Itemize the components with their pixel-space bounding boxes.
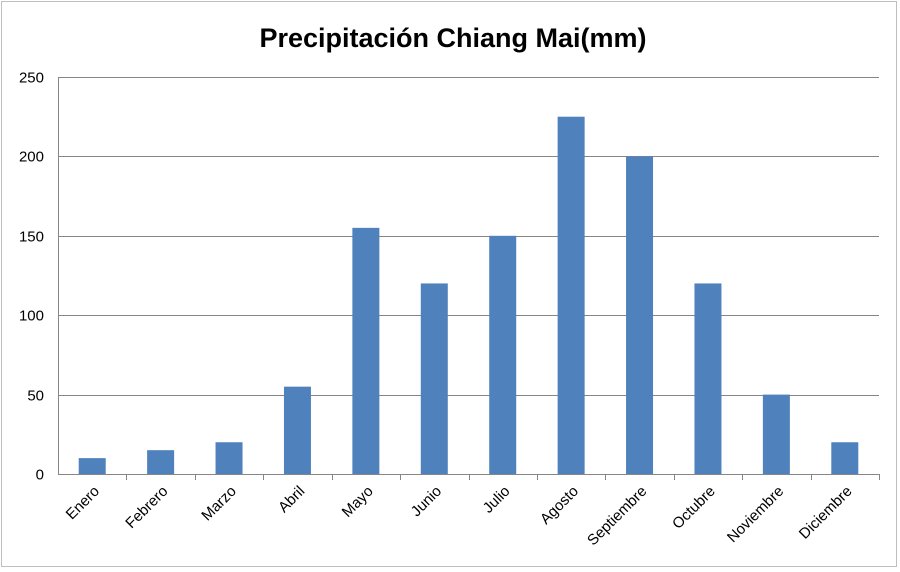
x-tick-label: Noviembre: [724, 483, 787, 546]
bar-julio: [489, 235, 517, 474]
bar-abril: [283, 386, 311, 474]
x-tick-label: Junio: [408, 483, 445, 520]
bar-septiembre: [626, 156, 654, 474]
y-tick-label: 100: [19, 308, 44, 325]
x-tick-label: Abril: [275, 483, 308, 516]
bar-noviembre: [762, 394, 790, 474]
x-tick-label: Febrero: [122, 483, 171, 532]
x-axis: Enero Febrero Marzo Abril Mayo Junio Julio Agos…: [58, 474, 880, 549]
x-tick-label: Septiembre: [584, 483, 650, 549]
bars: [78, 116, 859, 474]
y-tick-label: 200: [19, 149, 44, 166]
gridlines: [58, 77, 879, 475]
x-tick-label: Marzo: [198, 483, 239, 524]
x-tick-label: Enero: [63, 483, 103, 523]
bar-diciembre: [831, 442, 859, 474]
x-tick-label: Mayo: [339, 483, 377, 521]
bar-marzo: [215, 442, 243, 474]
chart-title: Precipitación Chiang Mai(mm): [259, 23, 646, 53]
y-tick-label: 150: [19, 229, 44, 246]
bar-enero: [78, 458, 106, 474]
bar-junio: [420, 283, 448, 474]
bar-agosto: [557, 116, 585, 474]
bar-febrero: [147, 450, 175, 474]
x-tick-label: Julio: [480, 483, 514, 517]
x-tick-label: Agosto: [537, 483, 582, 528]
x-tick-label: Octubre: [669, 483, 719, 533]
bar-mayo: [352, 227, 380, 474]
bar-octubre: [694, 283, 722, 474]
y-tick-label: 0: [36, 467, 44, 484]
y-tick-label: 250: [19, 70, 44, 87]
x-tick-label: Diciembre: [796, 483, 856, 543]
y-axis: 0 50 100 150 200 250: [19, 70, 59, 484]
y-tick-label: 50: [27, 388, 44, 405]
